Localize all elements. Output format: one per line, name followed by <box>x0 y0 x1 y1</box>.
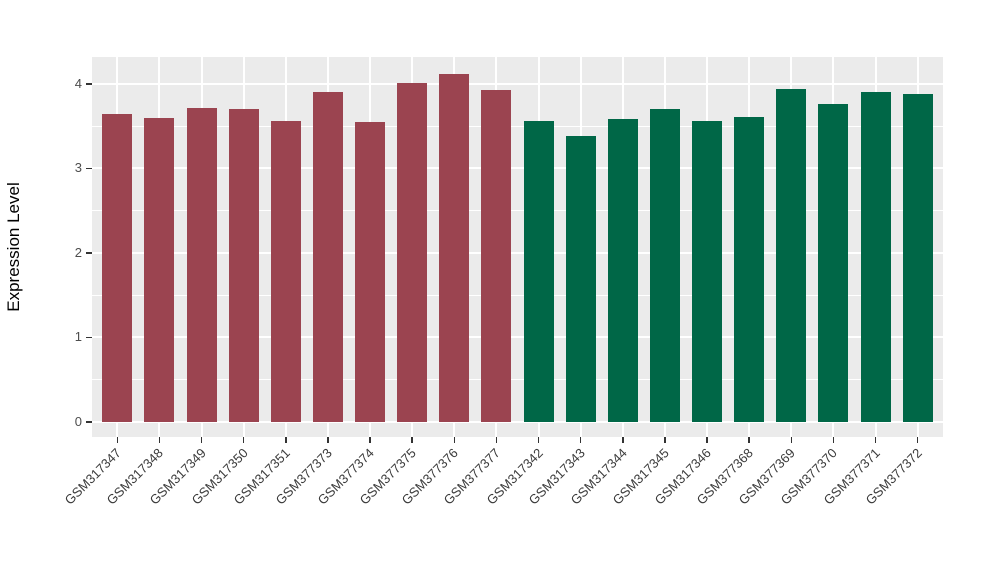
x-tick-mark-gsm317346 <box>706 437 708 443</box>
y-tick-mark-3 <box>86 167 92 170</box>
bar-gsm317347 <box>102 114 133 422</box>
gridline-major-y-4 <box>92 83 943 86</box>
x-tick-mark-gsm377374 <box>369 437 371 443</box>
bar-gsm317351 <box>270 121 301 422</box>
x-tick-mark-gsm317349 <box>200 437 203 443</box>
bar-gsm377376 <box>439 73 470 422</box>
y-tick-mark-1 <box>86 336 92 339</box>
x-tick-mark-gsm317343 <box>579 437 582 443</box>
y-tick-label-1: 1 <box>74 329 82 345</box>
bar-gsm377374 <box>355 122 386 422</box>
gridline-minor-y-3.5 <box>92 125 943 127</box>
x-tick-mark-gsm317344 <box>622 437 624 443</box>
gridline-minor-y-1.5 <box>92 294 943 296</box>
bar-gsm317348 <box>144 117 175 422</box>
x-tick-mark-gsm377369 <box>790 437 793 443</box>
x-tick-mark-gsm317350 <box>242 437 245 443</box>
bar-gsm317346 <box>692 121 723 422</box>
x-tick-mark-gsm377370 <box>832 437 835 443</box>
y-tick-label-2: 2 <box>74 244 82 260</box>
x-tick-mark-gsm317342 <box>537 437 540 443</box>
y-tick-mark-0 <box>86 421 92 423</box>
x-tick-mark-gsm377373 <box>327 437 329 443</box>
bar-gsm317344 <box>607 118 638 422</box>
x-tick-mark-gsm377375 <box>411 437 413 443</box>
bar-gsm377373 <box>312 92 343 422</box>
bar-gsm377371 <box>860 91 891 422</box>
x-tick-mark-gsm317347 <box>116 437 119 443</box>
bar-gsm377368 <box>734 116 765 422</box>
x-tick-mark-gsm377371 <box>874 437 877 443</box>
gridline-major-y-1 <box>92 336 943 339</box>
bar-gsm377372 <box>902 94 933 422</box>
bar-gsm377377 <box>481 89 512 422</box>
bar-gsm377369 <box>776 89 807 422</box>
gridline-major-y-2 <box>92 251 943 254</box>
bar-gsm377370 <box>818 104 849 422</box>
y-tick-label-3: 3 <box>74 160 82 176</box>
x-tick-mark-gsm377377 <box>495 437 498 443</box>
gridline-minor-y-2.5 <box>92 210 943 212</box>
bar-gsm317350 <box>228 109 259 422</box>
y-tick-mark-4 <box>86 83 92 85</box>
x-tick-mark-gsm377368 <box>748 437 750 443</box>
chart-panel <box>92 57 943 437</box>
gridline-major-y-0 <box>92 420 943 423</box>
x-tick-mark-gsm317351 <box>285 437 287 443</box>
bar-gsm317349 <box>186 107 217 422</box>
bar-gsm317342 <box>523 121 554 422</box>
y-axis-title: Expression Level <box>4 182 23 312</box>
bar-gsm317345 <box>649 109 680 422</box>
gridline-minor-y-0.5 <box>92 379 943 381</box>
y-tick-mark-2 <box>86 252 92 254</box>
gridline-major-y-3 <box>92 167 943 170</box>
x-tick-mark-gsm317348 <box>158 437 161 443</box>
y-tick-label-4: 4 <box>74 76 82 92</box>
bar-gsm317343 <box>565 136 596 422</box>
x-tick-mark-gsm377372 <box>916 437 919 443</box>
bar-gsm377375 <box>397 83 428 422</box>
x-tick-mark-gsm317345 <box>664 437 666 443</box>
y-tick-label-0: 0 <box>74 413 82 429</box>
x-tick-mark-gsm377376 <box>453 437 456 443</box>
